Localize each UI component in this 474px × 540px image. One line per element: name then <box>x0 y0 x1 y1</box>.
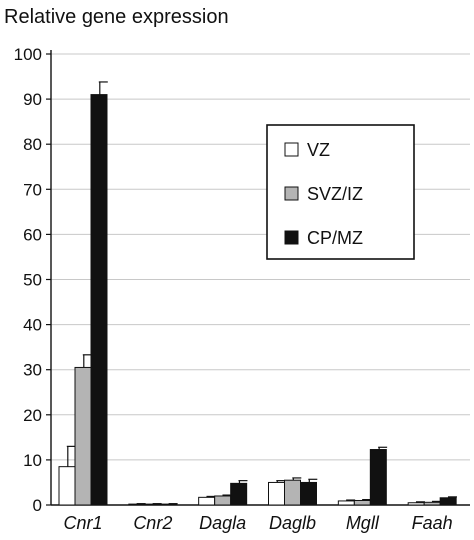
y-tick-label: 10 <box>23 451 42 470</box>
bar-daglb-vz <box>268 481 285 506</box>
y-tick-label: 70 <box>23 180 42 199</box>
bar-daglb-svz-iz <box>284 479 301 506</box>
bar-mgll-cp-mz <box>369 449 387 506</box>
y-tick-label: 60 <box>23 225 42 244</box>
bar-dagla-svz-iz <box>214 495 232 506</box>
x-category-label: Faah <box>412 513 453 533</box>
y-tick-label: 50 <box>23 271 42 290</box>
legend-label: VZ <box>307 140 330 160</box>
bar-faah-vz <box>407 502 425 506</box>
bar-dagla-vz <box>198 496 216 506</box>
legend-swatch <box>284 186 299 201</box>
chart-title: Relative gene expression <box>4 6 229 28</box>
category-labels: Cnr1 Cnr2 Dagla Daglb Mgll Faah <box>63 513 452 533</box>
grid <box>51 53 470 461</box>
legend-swatch <box>284 142 299 157</box>
bar-faah-cp-mz <box>439 497 457 506</box>
legend: VZ SVZ/IZ CP/MZ <box>266 124 415 260</box>
y-tick-label: 0 <box>33 496 42 515</box>
x-category-label: Dagla <box>199 513 246 533</box>
y-tick-label: 80 <box>23 135 42 154</box>
y-tick-label: 100 <box>14 45 42 64</box>
y-tick-label: 90 <box>23 90 42 109</box>
bar-cnr1-svz-iz <box>74 366 92 506</box>
bar-faah-svz-iz <box>423 501 441 506</box>
x-category-label: Daglb <box>269 513 316 533</box>
legend-label: CP/MZ <box>307 228 363 248</box>
bar-cnr1-vz <box>58 466 76 506</box>
legend-label: SVZ/IZ <box>307 184 363 204</box>
bar-dagla-cp-mz <box>230 482 248 506</box>
axes: 0 10 20 30 40 50 60 70 80 90 100 <box>14 45 470 515</box>
y-tick-label: 30 <box>23 361 42 380</box>
x-category-label: Cnr2 <box>133 513 172 533</box>
bars <box>58 81 457 506</box>
bar-cnr1-cp-mz <box>90 94 108 506</box>
bar-mgll-svz-iz <box>353 499 371 506</box>
x-category-label: Cnr1 <box>63 513 102 533</box>
legend-swatch <box>284 230 299 245</box>
x-category-label: Mgll <box>346 513 380 533</box>
y-tick-label: 40 <box>23 316 42 335</box>
bar-daglb-cp-mz <box>300 481 317 506</box>
bar-mgll-vz <box>337 500 355 506</box>
y-tick-label: 20 <box>23 406 42 425</box>
